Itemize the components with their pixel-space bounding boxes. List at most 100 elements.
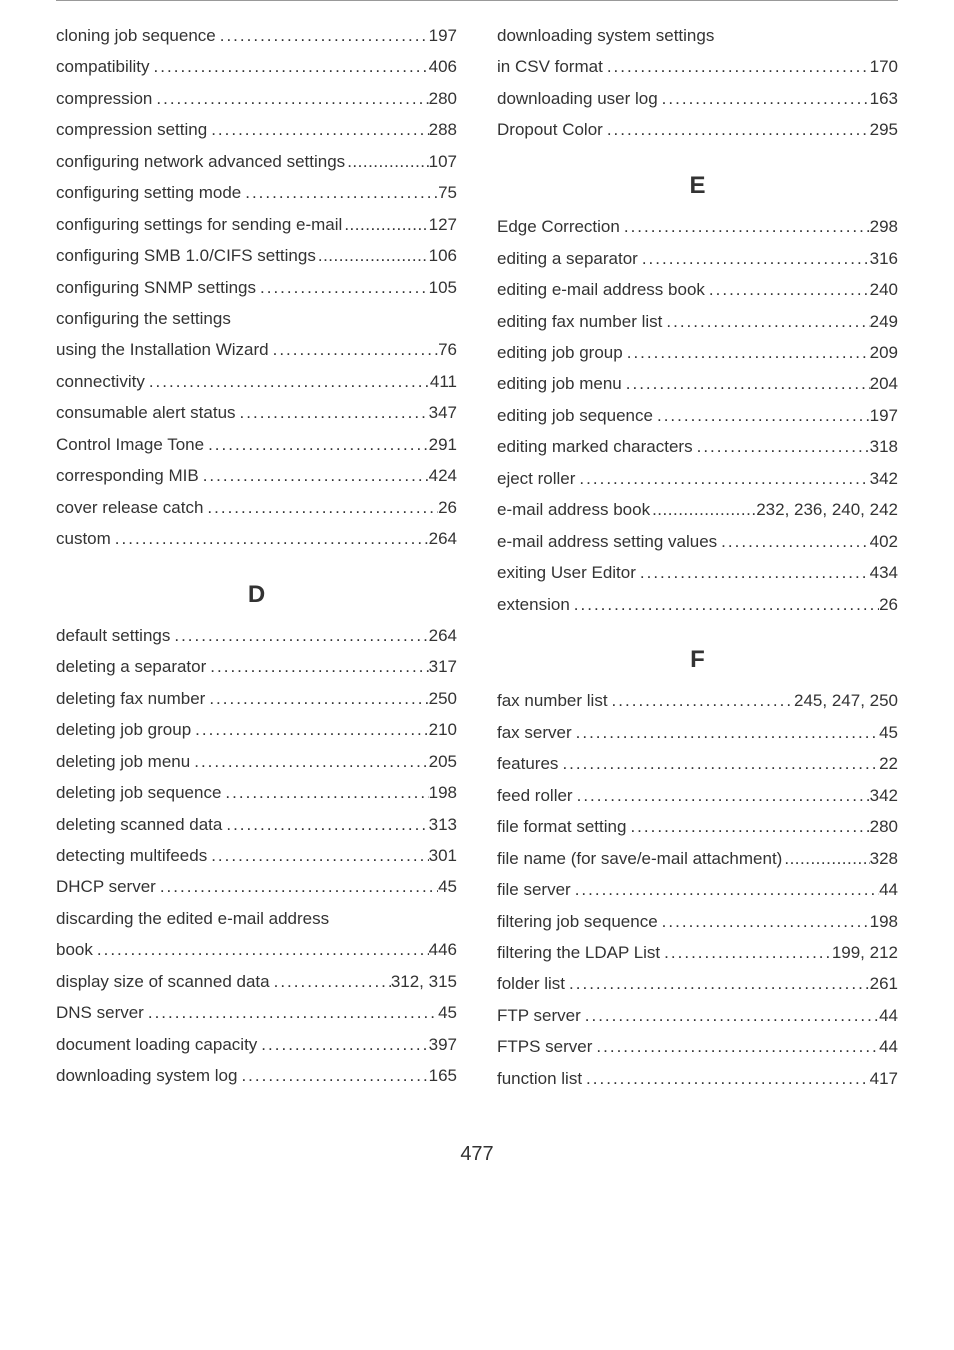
page-number: 477 [0, 1143, 954, 1166]
index-entry: FTPS server 44 [497, 1036, 898, 1059]
index-page: 209 [870, 342, 898, 365]
index-page: 210 [429, 719, 457, 742]
index-entry: Edge Correction298 [497, 216, 898, 239]
index-entry: deleting job menu205 [56, 751, 457, 774]
index-label: extension [497, 594, 570, 617]
leader-dots [150, 56, 429, 79]
leader-dots [603, 56, 870, 79]
index-label: filtering job sequence [497, 911, 658, 934]
index-label: detecting multifeeds [56, 845, 207, 868]
index-page: 245, 247, 250 [794, 690, 898, 713]
index-label: compression setting [56, 119, 207, 142]
index-page: 76 [438, 339, 457, 362]
index-page: 127 [429, 214, 457, 237]
index-entry: consumable alert status347 [56, 402, 457, 425]
index-entry: downloading user log163 [497, 88, 898, 111]
index-page: 347 [429, 402, 457, 425]
leader-dots [626, 816, 869, 839]
index-page: 45 [438, 876, 457, 899]
index-label: DHCP server [56, 876, 156, 899]
index-label: Dropout Color [497, 119, 603, 142]
leader-dots [658, 911, 870, 934]
index-page: 312, 315 [391, 971, 457, 994]
index-page: 280 [429, 88, 457, 111]
leader-dots [221, 782, 428, 805]
index-label: FTPS server [497, 1036, 592, 1059]
leader-dots [345, 151, 428, 174]
index-page: 199, 212 [832, 942, 898, 965]
index-label: editing marked characters [497, 436, 693, 459]
index-entry: in CSV format170 [497, 56, 898, 79]
index-label: downloading user log [497, 88, 658, 111]
leader-dots [342, 214, 428, 237]
index-label: editing job sequence [497, 405, 653, 428]
index-entry: cover release catch26 [56, 497, 457, 520]
leader-dots [170, 625, 428, 648]
index-entry: document loading capacity397 [56, 1034, 457, 1057]
index-page: 22 [879, 753, 898, 776]
leader-dots [573, 785, 870, 808]
leader-dots [603, 119, 870, 142]
index-label: e-mail address setting values [497, 531, 717, 554]
leader-dots [216, 25, 429, 48]
index-page: 198 [429, 782, 457, 805]
index-entry: custom264 [56, 528, 457, 551]
index-entry: configuring SNMP settings105 [56, 277, 457, 300]
index-entry: exiting User Editor434 [497, 562, 898, 585]
index-entry: editing job group209 [497, 342, 898, 365]
leader-dots [592, 1036, 879, 1059]
index-label: cloning job sequence [56, 25, 216, 48]
index-page: 45 [438, 1002, 457, 1025]
index-label: using the Installation Wizard [56, 339, 269, 362]
index-label: downloading system log [56, 1065, 237, 1088]
index-page: 316 [870, 248, 898, 271]
leader-dots [717, 531, 869, 554]
index-page: 397 [429, 1034, 457, 1057]
index-page: 295 [870, 119, 898, 142]
index-entry: eject roller342 [497, 468, 898, 491]
index-label: editing e-mail address book [497, 279, 705, 302]
index-entry: Dropout Color 295 [497, 119, 898, 142]
section-heading-f: F [497, 646, 898, 674]
index-page: 44 [879, 1036, 898, 1059]
index-label: configuring setting mode [56, 182, 241, 205]
index-entry: fax number list245, 247, 250 [497, 690, 898, 713]
leader-dots [693, 436, 870, 459]
index-page: 165 [429, 1065, 457, 1088]
index-label: custom [56, 528, 111, 551]
leader-dots [653, 405, 870, 428]
index-label: connectivity [56, 371, 145, 394]
index-label: editing job menu [497, 373, 622, 396]
index-entry: DHCP server 45 [56, 876, 457, 899]
index-page: 250 [429, 688, 457, 711]
section-heading-e: E [497, 172, 898, 200]
leader-dots [222, 814, 428, 837]
index-label: downloading system settings [497, 25, 714, 48]
index-label: features [497, 753, 558, 776]
index-page: 342 [870, 468, 898, 491]
index-page: 240 [870, 279, 898, 302]
index-entry: filtering the LDAP List199, 212 [497, 942, 898, 965]
index-label: configuring SNMP settings [56, 277, 256, 300]
leader-dots [203, 497, 438, 520]
leader-dots [269, 339, 438, 362]
index-page: 288 [429, 119, 457, 142]
index-label: configuring network advanced settings [56, 151, 345, 174]
index-entry: FTP server44 [497, 1005, 898, 1028]
leader-dots [622, 373, 870, 396]
index-entry: configuring settings for sending e-mail1… [56, 214, 457, 237]
index-page: 291 [429, 434, 457, 457]
leader-dots [638, 248, 870, 271]
index-page: 26 [438, 497, 457, 520]
leader-dots [144, 1002, 438, 1025]
index-page: 44 [879, 879, 898, 902]
index-label: file server [497, 879, 571, 902]
leader-dots [257, 1034, 428, 1057]
index-entry: compatibility406 [56, 56, 457, 79]
index-label: file format setting [497, 816, 626, 839]
index-entry: cloning job sequence197 [56, 25, 457, 48]
index-label: file name (for save/e-mail attachment) [497, 848, 782, 871]
index-page: 424 [429, 465, 457, 488]
leader-dots [156, 876, 438, 899]
index-entry: e-mail address setting values402 [497, 531, 898, 554]
